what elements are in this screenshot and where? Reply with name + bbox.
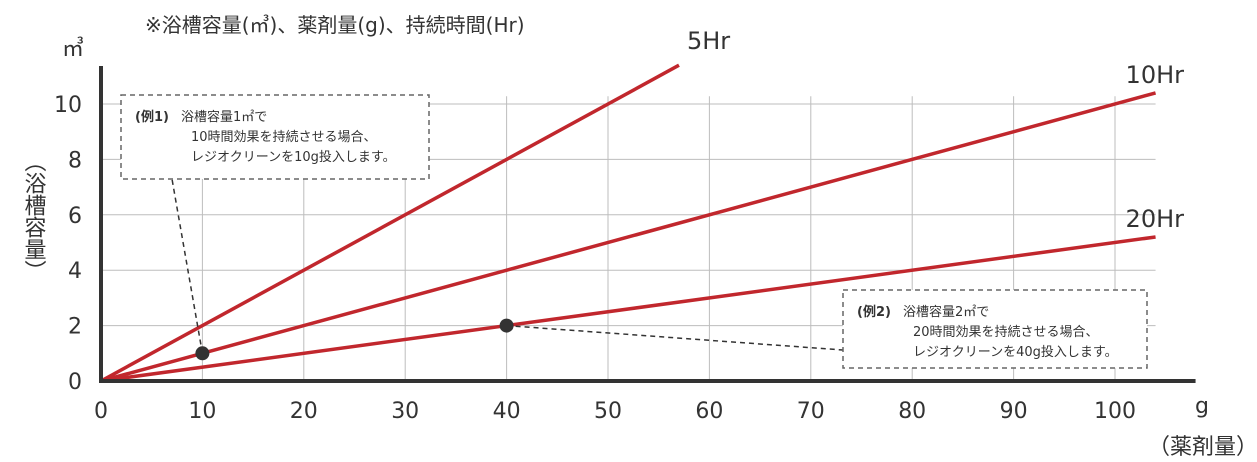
annotation-box (842, 289, 1148, 369)
annotations: (例1) 浴槽容量1㎡で 10時間効果を持続させる場合、レジオクリーンを10g投入し… (120, 94, 1148, 369)
y-tick-label: 2 (68, 315, 82, 340)
annotation-line: 20時間効果を持続させる場合、 (913, 325, 1099, 340)
x-axis-label: （薬剤量） (1148, 435, 1257, 460)
annotation-leader (506, 324, 844, 351)
chart-title: ※浴槽容量(㎥)、薬剤量(g)、持続時間(Hr) (145, 13, 525, 37)
x-tick-label: 40 (493, 399, 521, 424)
x-unit-label: g (1195, 394, 1209, 419)
x-tick-label: 80 (898, 399, 926, 424)
y-tick-label: 4 (68, 259, 82, 284)
annotation-line: 浴槽容量1㎡で (181, 109, 267, 125)
x-tick-label: 0 (94, 399, 108, 424)
x-tick-label: 50 (594, 399, 622, 424)
y-tick-label: 0 (68, 370, 82, 395)
y-unit-label: ㎥ (62, 36, 84, 62)
x-tick-label: 100 (1094, 399, 1136, 424)
annotation-point (195, 346, 210, 361)
x-tick-label: 60 (695, 399, 723, 424)
x-tick-label: 20 (290, 399, 318, 424)
y-axis-label: （浴槽容量） (21, 150, 47, 282)
series-labels: 5Hr 10Hr 20Hr (687, 27, 1184, 233)
x-tick-label: 90 (1000, 399, 1028, 424)
series-label-20Hr: 20Hr (1126, 205, 1185, 233)
x-tick-label: 30 (391, 399, 419, 424)
annotation-line: レジオクリーンを10g投入します。 (191, 149, 396, 165)
axes (99, 66, 1196, 383)
annotation-leader (171, 178, 204, 354)
series-line-10Hr (100, 91, 1157, 383)
series-line-20Hr (100, 235, 1156, 383)
tick-labels: 0 10 20 30 40 50 60 70 80 90 100 0 2 4 6 8 10 (54, 93, 1136, 424)
annotation-line: 10時間効果を持続させる場合、 (191, 130, 377, 145)
x-tick-label: 70 (797, 399, 825, 424)
annotation-line: 浴槽容量2㎡で (903, 304, 989, 320)
series-label-5Hr: 5Hr (687, 27, 730, 55)
series-line-5Hr (100, 63, 680, 383)
x-tick-label: 10 (188, 399, 216, 424)
y-tick-label: 6 (68, 204, 82, 229)
annotation-label: (例2) (857, 304, 891, 320)
series-lines (100, 63, 1157, 383)
y-tick-label: 10 (54, 93, 82, 118)
annotation-label: (例1) (135, 109, 169, 125)
annotation-line: レジオクリーンを40g投入します。 (913, 344, 1118, 360)
annotation-point (499, 318, 514, 333)
y-tick-label: 8 (68, 148, 82, 173)
annotation-box (120, 94, 430, 180)
series-label-10Hr: 10Hr (1126, 61, 1185, 89)
